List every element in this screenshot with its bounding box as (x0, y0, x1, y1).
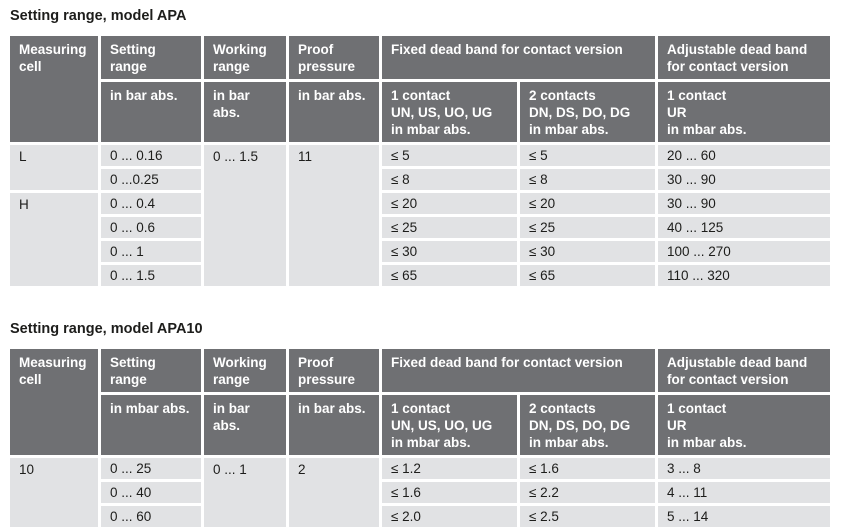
col-header-proof-pressure: Proof pressure (289, 349, 379, 392)
table-row: 0 ... 1 ≤ 30 ≤ 30 100 ... 270 (10, 241, 831, 262)
dead-band-2-contacts-value: ≤ 2.5 (520, 506, 656, 527)
adjustable-dead-band-value: 110 ... 320 (658, 265, 831, 286)
unit-header-working: in bar abs. (204, 395, 286, 455)
col-header-setting-range: Setting range (101, 36, 201, 79)
col-header-setting-range: Setting range (101, 349, 201, 392)
spec-table-apa10: Measuring cell Setting range Working ran… (7, 346, 833, 530)
adjustable-dead-band-value: 40 ... 125 (658, 217, 831, 238)
col-header-working-range: Working range (204, 36, 286, 79)
setting-range-value: 0 ... 1.5 (101, 265, 201, 286)
setting-range-value: 0 ... 0.6 (101, 217, 201, 238)
measuring-cell-value-10: 10 (10, 458, 98, 527)
dead-band-1-contact-value: ≤ 5 (382, 145, 517, 166)
adjustable-dead-band-value: 30 ... 90 (658, 193, 831, 214)
col-header-measuring-cell: Measuring cell (10, 349, 98, 455)
dead-band-1-contact-value: ≤ 65 (382, 265, 517, 286)
adjustable-dead-band-value: 5 ... 14 (658, 506, 831, 527)
col-header-adjustable-dead-band: Adjustable dead band for contact version (658, 349, 831, 392)
section-apa10: Setting range, model APA10 Measuring cel… (10, 321, 836, 530)
dead-band-1-contact-value: ≤ 25 (382, 217, 517, 238)
spec-table-apa: Measuring cell Setting range Working ran… (7, 33, 833, 289)
table-row: L 0 ... 0.16 0 ... 1.5 11 ≤ 5 ≤ 5 20 ...… (10, 145, 831, 286)
sub-header-1-contact: 1 contact UN, US, UO, UG in mbar abs. (382, 82, 517, 142)
dead-band-1-contact-value: ≤ 8 (382, 169, 517, 190)
dead-band-2-contacts-value: ≤ 1.6 (520, 458, 656, 479)
sub-header-1-contact-ur: 1 contact UR in mbar abs. (658, 395, 831, 455)
setting-range-value: 0 ... 60 (101, 506, 201, 527)
col-header-working-range: Working range (204, 349, 286, 392)
dead-band-1-contact-value: ≤ 2.0 (382, 506, 517, 527)
datasheet-page: Setting range, model APA Measuring cell … (10, 8, 836, 530)
table-row: 0 ... 40 ≤ 1.6 ≤ 2.2 4 ... 11 (10, 482, 831, 503)
setting-range-value: 0 ... 25 (101, 458, 201, 479)
dead-band-1-contact-value: ≤ 1.6 (382, 482, 517, 503)
table-row: 0 ... 0.6 ≤ 25 ≤ 25 40 ... 125 (10, 217, 831, 238)
unit-header-proof: in bar abs. (289, 82, 379, 142)
table-row: 0 ... 60 ≤ 2.0 ≤ 2.5 5 ... 14 (10, 506, 831, 527)
sub-header-1-contact-ur: 1 contact UR in mbar abs. (658, 82, 831, 142)
sub-header-2-contacts: 2 contacts DN, DS, DO, DG in mbar abs. (520, 395, 656, 455)
measuring-cell-value-l: L (10, 145, 98, 190)
unit-header-working: in bar abs. (204, 82, 286, 142)
table-row: 0 ...0.25 ≤ 8 ≤ 8 30 ... 90 (10, 169, 831, 190)
adjustable-dead-band-value: 3 ... 8 (658, 458, 831, 479)
proof-pressure-value: 11 (289, 145, 379, 286)
dead-band-2-contacts-value: ≤ 5 (520, 145, 656, 166)
adjustable-dead-band-value: 4 ... 11 (658, 482, 831, 503)
dead-band-1-contact-value: ≤ 20 (382, 193, 517, 214)
table-row: 0 ... 1.5 ≤ 65 ≤ 65 110 ... 320 (10, 265, 831, 286)
setting-range-value: 0 ... 1 (101, 241, 201, 262)
setting-range-value: 0 ...0.25 (101, 169, 201, 190)
unit-header-proof: in bar abs. (289, 395, 379, 455)
table-row: 10 0 ... 25 0 ... 1 2 ≤ 1.2 ≤ 1.6 3 ... … (10, 458, 831, 527)
adjustable-dead-band-value: 20 ... 60 (658, 145, 831, 166)
dead-band-1-contact-value: ≤ 1.2 (382, 458, 517, 479)
dead-band-2-contacts-value: ≤ 8 (520, 169, 656, 190)
dead-band-2-contacts-value: ≤ 65 (520, 265, 656, 286)
col-header-measuring-cell: Measuring cell (10, 36, 98, 142)
setting-range-value: 0 ... 0.16 (101, 145, 201, 166)
col-header-fixed-dead-band: Fixed dead band for contact version (382, 349, 656, 392)
setting-range-value: 0 ... 0.4 (101, 193, 201, 214)
setting-range-value: 0 ... 40 (101, 482, 201, 503)
col-header-fixed-dead-band: Fixed dead band for contact version (382, 36, 656, 79)
sub-header-1-contact: 1 contact UN, US, UO, UG in mbar abs. (382, 395, 517, 455)
col-header-proof-pressure: Proof pressure (289, 36, 379, 79)
table-row: H 0 ... 0.4 ≤ 20 ≤ 20 30 ... 90 (10, 193, 831, 286)
adjustable-dead-band-value: 30 ... 90 (658, 169, 831, 190)
dead-band-1-contact-value: ≤ 30 (382, 241, 517, 262)
measuring-cell-value-h: H (10, 193, 98, 286)
unit-header-setting: in mbar abs. (101, 395, 201, 455)
working-range-value: 0 ... 1.5 (204, 145, 286, 286)
dead-band-2-contacts-value: ≤ 30 (520, 241, 656, 262)
dead-band-2-contacts-value: ≤ 25 (520, 217, 656, 238)
table-title-apa: Setting range, model APA (10, 8, 187, 24)
unit-header-setting: in bar abs. (101, 82, 201, 142)
dead-band-2-contacts-value: ≤ 2.2 (520, 482, 656, 503)
col-header-adjustable-dead-band: Adjustable dead band for contact version (658, 36, 831, 79)
section-apa: Setting range, model APA Measuring cell … (10, 8, 836, 289)
adjustable-dead-band-value: 100 ... 270 (658, 241, 831, 262)
table-title-apa10: Setting range, model APA10 (10, 321, 203, 337)
proof-pressure-value: 2 (289, 458, 379, 527)
dead-band-2-contacts-value: ≤ 20 (520, 193, 656, 214)
sub-header-2-contacts: 2 contacts DN, DS, DO, DG in mbar abs. (520, 82, 656, 142)
working-range-value: 0 ... 1 (204, 458, 286, 527)
